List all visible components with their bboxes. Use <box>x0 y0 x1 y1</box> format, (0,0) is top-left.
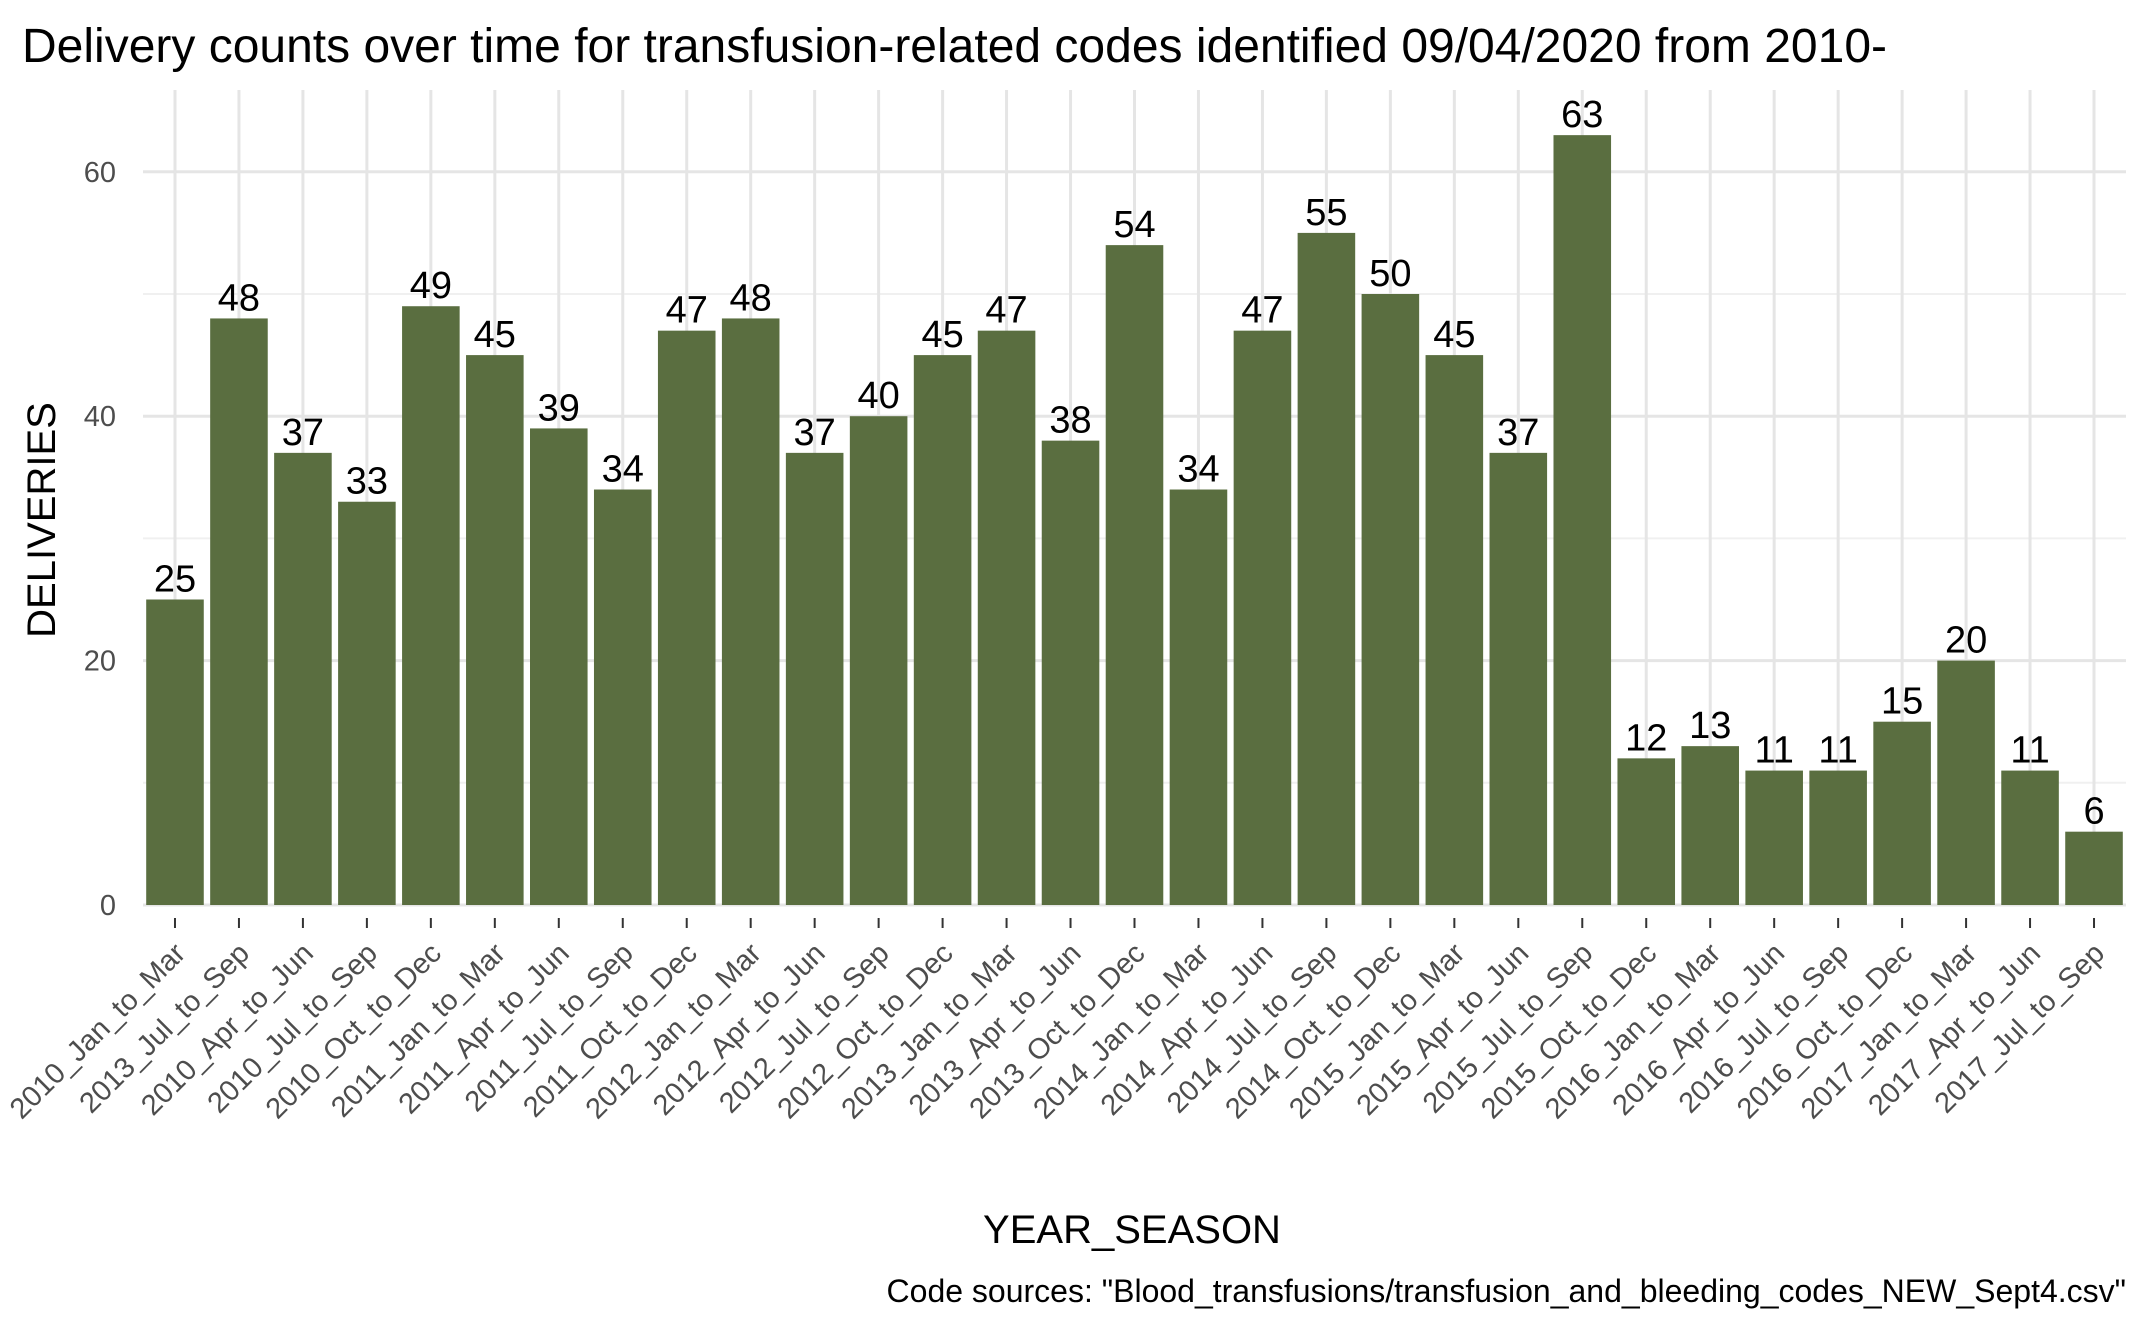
bar <box>1233 330 1292 905</box>
bar-value-label: 12 <box>1625 717 1667 759</box>
bar <box>338 501 396 905</box>
bar <box>849 416 908 905</box>
bar-value-label: 47 <box>666 290 708 332</box>
bar <box>785 452 844 905</box>
x-axis-title: YEAR_SEASON <box>983 1208 1281 1252</box>
bar-value-label: 11 <box>1818 730 1857 772</box>
bar-value-labels: 25 48 37 33 49 45 39 34 47 48 37 40 45 47 38 54 34 47 55 50… <box>154 94 2105 833</box>
bar <box>913 355 972 906</box>
bar-value-label: 47 <box>985 290 1027 332</box>
bar <box>2065 831 2123 905</box>
bar <box>2001 770 2059 905</box>
bar-value-label: 38 <box>1049 400 1091 442</box>
bar <box>1425 355 1484 906</box>
bar <box>593 489 652 905</box>
bar <box>402 306 460 906</box>
bar <box>1041 440 1100 905</box>
bar <box>1617 758 1676 905</box>
bar <box>1361 294 1420 905</box>
bar-value-label: 6 <box>2083 791 2104 833</box>
bar-value-label: 50 <box>1369 253 1411 295</box>
bars <box>146 135 2123 906</box>
bar-value-label: 20 <box>1945 620 1987 662</box>
bar <box>274 452 332 905</box>
bar-value-label: 25 <box>154 559 196 601</box>
bar <box>1553 135 1612 905</box>
bar-value-label: 13 <box>1689 705 1731 747</box>
bar-value-label: 63 <box>1561 94 1603 136</box>
bar-value-label: 45 <box>1433 314 1475 356</box>
bar-value-label: 48 <box>218 277 260 319</box>
bar <box>1745 770 1803 905</box>
bar-value-label: 33 <box>346 461 388 503</box>
bar-value-label: 55 <box>1305 192 1347 234</box>
bar-value-label: 47 <box>1241 290 1283 332</box>
bar-value-label: 45 <box>921 314 963 356</box>
bar <box>146 599 204 905</box>
bar <box>1169 489 1228 905</box>
bar <box>466 355 524 906</box>
y-axis-ticks: 0 20 40 60 <box>84 157 116 922</box>
bar-value-label: 45 <box>474 314 516 356</box>
bar-value-label: 11 <box>1754 730 1793 772</box>
chart-caption: Code sources: "Blood_transfusions/transf… <box>887 1273 2126 1309</box>
y-tick-label: 20 <box>84 646 116 678</box>
bar <box>1809 770 1867 905</box>
y-tick-label: 0 <box>100 890 116 922</box>
bar-value-label: 37 <box>1497 412 1539 454</box>
bar-value-label: 37 <box>282 412 324 454</box>
bar <box>1873 721 1931 905</box>
bar <box>1105 245 1164 905</box>
bar-value-label: 39 <box>538 387 580 429</box>
bar-value-label: 11 <box>2010 730 2049 772</box>
bar <box>977 330 1036 905</box>
bar <box>210 318 268 905</box>
x-axis-ticks: 2010_Jan_to_Mar2013_Jul_to_Sep2010_Apr_t… <box>4 918 2111 1125</box>
bar <box>1297 232 1356 905</box>
y-axis-title: DELIVERIES <box>20 402 64 638</box>
bar-value-label: 34 <box>602 449 644 491</box>
bar <box>530 428 588 905</box>
y-tick-label: 60 <box>84 157 116 189</box>
chart-title: Delivery counts over time for transfusio… <box>22 20 1887 73</box>
bar-value-label: 34 <box>1177 449 1219 491</box>
y-tick-label: 40 <box>84 401 116 433</box>
bar <box>1937 660 1995 905</box>
bar-value-label: 37 <box>794 412 836 454</box>
bar-value-label: 49 <box>410 265 452 307</box>
bar <box>721 318 780 905</box>
bar-value-label: 40 <box>857 375 899 417</box>
bar <box>1681 746 1739 905</box>
bar <box>657 330 716 905</box>
bar-value-label: 48 <box>730 277 772 319</box>
bar-value-label: 15 <box>1881 681 1923 723</box>
bar <box>1489 452 1548 905</box>
bar-value-label: 54 <box>1113 204 1155 246</box>
